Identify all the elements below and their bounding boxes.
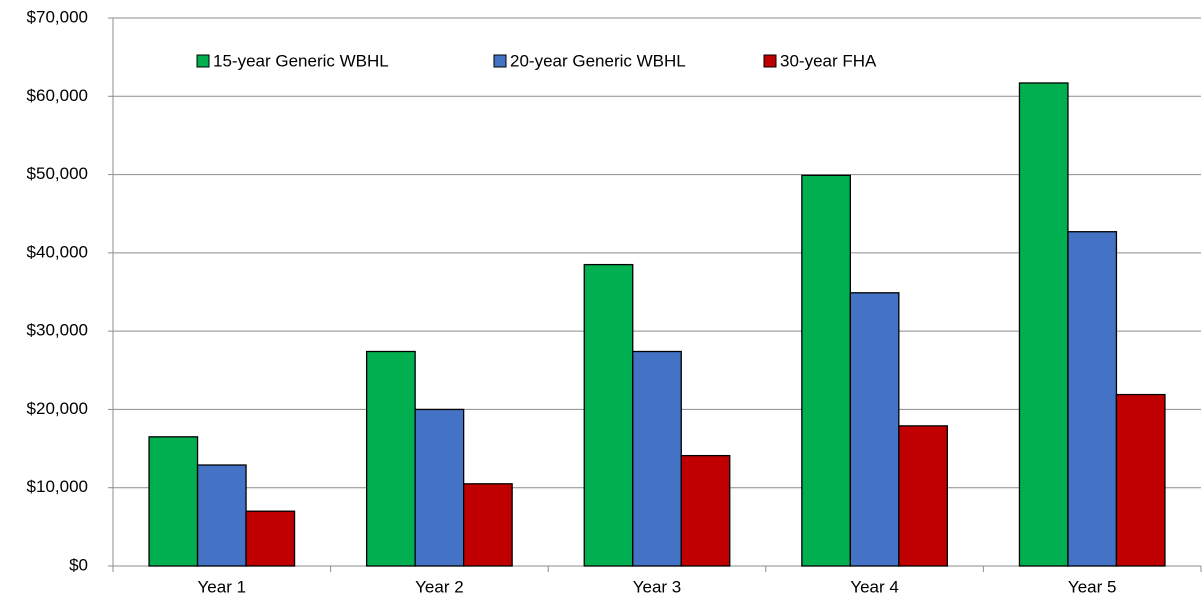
legend-label: 20-year Generic WBHL [510, 51, 686, 70]
bar [632, 350, 682, 567]
bar [245, 510, 296, 567]
bar [365, 350, 416, 567]
y-tick-label: $0 [69, 555, 88, 574]
bar [462, 483, 513, 567]
bar [148, 436, 199, 567]
bar [1067, 231, 1118, 567]
legend-swatch [196, 54, 210, 68]
y-tick-label: $50,000 [27, 164, 88, 183]
x-tick-label: Year 1 [198, 577, 247, 596]
y-tick-label: $40,000 [27, 242, 88, 261]
legend-label: 30-year FHA [780, 51, 877, 70]
bar [680, 454, 731, 567]
legend-swatch [493, 54, 507, 68]
bar [1115, 393, 1166, 567]
x-tick-label: Year 3 [633, 577, 682, 596]
bar [849, 292, 900, 567]
bar [801, 174, 851, 567]
x-tick-label: Year 5 [1068, 577, 1117, 596]
bar [583, 263, 634, 567]
bar [898, 425, 948, 567]
legend-swatch [763, 54, 777, 68]
x-tick-label: Year 4 [850, 577, 899, 596]
x-tick-label: Year 2 [415, 577, 464, 596]
y-tick-label: $70,000 [27, 7, 88, 26]
bar [414, 408, 465, 567]
y-tick-label: $10,000 [27, 477, 88, 496]
y-tick-label: $30,000 [27, 321, 88, 340]
y-tick-label: $20,000 [27, 399, 88, 418]
bar [196, 464, 247, 567]
bar [1018, 82, 1069, 567]
y-tick-label: $60,000 [27, 86, 88, 105]
legend-label: 15-year Generic WBHL [213, 51, 389, 70]
